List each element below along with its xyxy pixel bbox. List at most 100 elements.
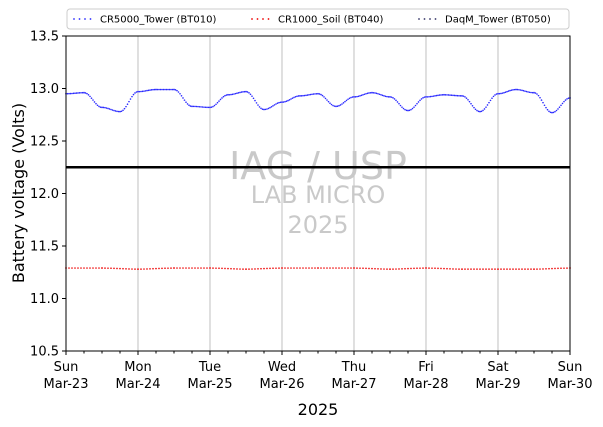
data-point <box>347 267 349 269</box>
data-point <box>245 90 247 93</box>
data-point <box>356 95 358 98</box>
data-point <box>149 89 151 91</box>
x-tick-label-date: Mar-24 <box>116 377 161 392</box>
data-point <box>90 97 93 99</box>
data-point <box>156 88 159 91</box>
data-point <box>251 268 253 270</box>
data-point <box>66 92 69 95</box>
data-point <box>173 267 175 269</box>
series-points <box>65 267 571 270</box>
data-point <box>437 94 439 97</box>
data-point <box>512 89 514 91</box>
y-tick-label: 10.5 <box>30 345 59 360</box>
data-point <box>282 101 285 103</box>
data-point <box>245 268 247 270</box>
data-point <box>284 267 286 269</box>
data-point <box>207 106 210 109</box>
data-point <box>398 268 400 270</box>
data-point <box>341 103 343 105</box>
data-point <box>101 267 103 269</box>
data-point <box>479 110 481 113</box>
data-point <box>413 106 415 108</box>
data-point <box>120 110 123 113</box>
data-point <box>89 267 91 269</box>
data-point <box>531 91 534 94</box>
data-point <box>425 267 427 269</box>
data-point <box>354 96 357 98</box>
data-point <box>74 92 76 95</box>
data-point <box>537 94 540 97</box>
data-point <box>452 94 454 97</box>
data-point <box>494 94 496 96</box>
data-point <box>324 97 327 100</box>
data-point <box>186 103 189 105</box>
data-point <box>408 109 411 112</box>
data-point <box>272 105 274 107</box>
data-point <box>414 104 417 107</box>
data-point <box>543 104 546 107</box>
data-point <box>387 96 390 98</box>
data-point <box>174 89 177 91</box>
data-point <box>110 108 112 111</box>
data-point <box>519 89 522 91</box>
data-point <box>285 100 288 103</box>
data-point <box>218 100 220 102</box>
data-point <box>225 94 228 96</box>
data-point <box>518 268 520 270</box>
data-point <box>254 99 256 102</box>
data-point <box>338 267 340 269</box>
legend-marker <box>262 18 264 20</box>
data-point <box>71 92 73 95</box>
data-point <box>539 268 541 270</box>
data-point <box>473 268 475 270</box>
data-point <box>329 102 331 104</box>
data-point <box>564 99 567 101</box>
data-point <box>419 99 421 102</box>
data-point <box>551 267 553 270</box>
data-point <box>345 99 348 102</box>
data-point <box>419 267 421 269</box>
data-point <box>362 94 364 96</box>
data-point <box>302 94 304 97</box>
data-point <box>449 94 451 96</box>
watermark: IAG / USP LAB MICRO 2025 <box>229 144 407 239</box>
legend-marker <box>78 18 81 20</box>
data-point <box>84 92 87 94</box>
data-point <box>252 97 255 100</box>
data-point <box>515 268 517 270</box>
data-point <box>491 268 493 270</box>
data-point <box>426 96 429 98</box>
data-point <box>557 108 559 110</box>
data-point <box>372 91 375 94</box>
data-point <box>261 108 264 110</box>
data-point <box>267 107 270 110</box>
data-point <box>185 267 187 269</box>
data-point <box>204 106 207 109</box>
data-point <box>81 91 84 94</box>
data-point <box>386 95 388 98</box>
data-point <box>530 91 532 94</box>
data-point <box>182 97 184 99</box>
data-point <box>230 267 232 270</box>
data-point <box>299 94 301 97</box>
data-point <box>222 95 225 98</box>
data-point <box>362 267 364 270</box>
data-point <box>132 93 135 96</box>
data-point <box>281 101 283 104</box>
data-point <box>386 268 388 270</box>
data-point <box>323 96 325 98</box>
data-point <box>555 109 558 112</box>
data-point <box>471 104 474 107</box>
data-point <box>134 92 136 94</box>
data-point <box>144 90 147 92</box>
data-point <box>231 93 234 96</box>
data-point <box>506 90 508 93</box>
data-point <box>380 94 382 96</box>
data-point <box>143 90 145 92</box>
data-point <box>195 105 198 108</box>
data-point <box>410 267 412 270</box>
data-point <box>344 100 346 103</box>
x-tick-label-day: Mon <box>124 360 151 375</box>
data-point <box>359 95 361 97</box>
